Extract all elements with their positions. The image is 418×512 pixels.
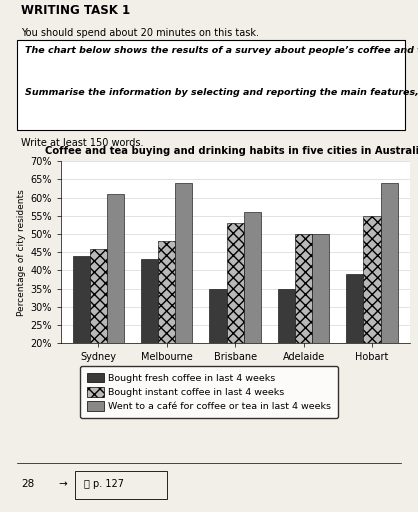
Bar: [175, 183, 192, 416]
Bar: [90, 248, 107, 416]
Title: Coffee and tea buying and drinking habits in five cities in Australia: Coffee and tea buying and drinking habit…: [45, 146, 418, 156]
Bar: [312, 234, 329, 416]
Text: The chart below shows the results of a survey about people’s coffee and tea buyi: The chart below shows the results of a s…: [25, 46, 418, 55]
Bar: [227, 223, 244, 416]
Bar: [209, 288, 227, 416]
Bar: [244, 212, 261, 416]
Bar: [158, 241, 175, 416]
Bar: [278, 288, 295, 416]
Y-axis label: Percentage of city residents: Percentage of city residents: [17, 189, 26, 315]
Bar: [295, 234, 312, 416]
Legend: Bought fresh coffee in last 4 weeks, Bought instant coffee in last 4 weeks, Went: Bought fresh coffee in last 4 weeks, Bou…: [80, 366, 338, 418]
Bar: [363, 216, 380, 416]
Text: Summarise the information by selecting and reporting the main features, and make: Summarise the information by selecting a…: [25, 89, 418, 97]
Bar: [347, 274, 363, 416]
Text: 28: 28: [21, 479, 34, 489]
Bar: [107, 194, 124, 416]
Bar: [380, 183, 398, 416]
FancyBboxPatch shape: [17, 40, 405, 130]
Text: 📷 p. 127: 📷 p. 127: [84, 479, 124, 489]
Text: Write at least 150 words.: Write at least 150 words.: [21, 138, 143, 148]
Bar: [73, 256, 90, 416]
Text: WRITING TASK 1: WRITING TASK 1: [21, 4, 130, 17]
Text: You should spend about 20 minutes on this task.: You should spend about 20 minutes on thi…: [21, 28, 259, 38]
FancyBboxPatch shape: [75, 471, 167, 499]
Text: →: →: [59, 479, 67, 489]
Bar: [141, 260, 158, 416]
